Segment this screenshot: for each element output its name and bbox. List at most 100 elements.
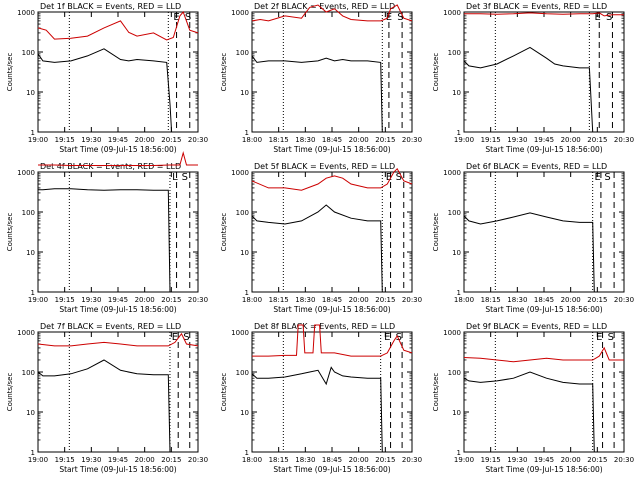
y-tick-label: 1000 [443,9,461,17]
x-tick-label: 18:15 [269,136,289,144]
x-tick-label: 20:15 [161,136,181,144]
y-tick-label: 100 [448,49,461,57]
x-tick-label: 18:45 [322,456,342,464]
y-tick-label: 10 [26,89,35,97]
x-tick-label: 20:15 [375,456,395,464]
x-tick-label: 19:30 [507,136,527,144]
series-line [463,346,624,363]
x-tick-label: 20:30 [188,136,208,144]
x-tick-label: 20:30 [188,456,208,464]
x-tick-label: 18:00 [242,136,262,144]
x-tick-label: 19:00 [454,136,474,144]
x-tick-label: 19:00 [28,296,48,304]
y-tick-label: 1000 [231,329,249,337]
x-axis-label: Start Time (09-Jul-15 18:56:00) [485,145,602,154]
x-tick-label: 19:00 [454,456,474,464]
x-tick-label: 20:15 [375,136,395,144]
x-tick-label: 19:30 [81,456,101,464]
x-tick-label: 20:00 [349,136,369,144]
y-axis-label: Counts/sec [432,213,440,252]
phase-marker-label: E [172,332,178,343]
y-tick-label: 1000 [17,9,35,17]
x-axis-label: Start Time (09-Jul-15 18:56:00) [59,305,176,314]
y-tick-label: 100 [22,209,35,217]
y-tick-label: 10 [452,249,461,257]
chart-title: Det 3f BLACK = Events, RED = LLD [466,2,607,11]
chart-title: Det 2f BLACK = Events, RED = LLD [254,2,395,11]
phase-marker-label: E [386,172,392,183]
y-axis-label: Counts/sec [220,213,228,252]
plot-frame [37,331,199,453]
phase-marker-label: S [608,332,614,343]
chart-title: Det 1f BLACK = Events, RED = LLD [40,2,181,11]
x-tick-label: 20:30 [402,456,422,464]
phase-marker-label: S [396,332,402,343]
plot-frame [251,331,413,453]
x-tick-label: 18:00 [242,456,262,464]
y-tick-label: 1 [245,129,249,137]
chart-title: Det 4f BLACK = Events, RED = LLD [40,162,181,171]
phase-marker-label: S [397,12,403,23]
x-tick-label: 18:30 [507,296,527,304]
y-axis-label: Counts/sec [220,53,228,92]
x-tick-label: 18:30 [295,296,315,304]
plot-frame [463,171,625,293]
series-line [463,46,594,133]
y-axis-label: Counts/sec [6,373,14,412]
plot-frame [463,331,625,453]
phase-marker-label: E [594,12,600,23]
x-tick-label: 19:15 [481,456,501,464]
x-tick-label: 18:45 [322,296,342,304]
phase-marker-label: S [606,12,612,23]
plot-frame [251,11,413,133]
y-tick-label: 100 [236,209,249,217]
y-tick-label: 10 [452,409,461,417]
phase-marker-label: E [596,332,602,343]
x-axis-label: Start Time (09-Jul-15 18:56:00) [273,145,390,154]
series-line [463,212,595,293]
y-tick-label: 1000 [17,169,35,177]
x-tick-label: 20:15 [375,296,395,304]
y-tick-label: 1000 [443,329,461,337]
y-tick-label: 10 [26,409,35,417]
x-axis-label: Start Time (09-Jul-15 18:56:00) [273,465,390,474]
x-tick-label: 20:00 [561,296,581,304]
series-line [37,11,199,41]
x-tick-label: 20:15 [161,456,181,464]
x-tick-label: 18:30 [295,456,315,464]
x-tick-label: 19:00 [28,136,48,144]
x-axis-label: Start Time (09-Jul-15 18:56:00) [59,145,176,154]
x-tick-label: 19:15 [55,296,75,304]
x-tick-label: 20:00 [349,296,369,304]
x-tick-label: 20:30 [402,296,422,304]
x-tick-label: 19:15 [481,136,501,144]
x-tick-label: 19:30 [81,296,101,304]
x-tick-label: 20:00 [135,296,155,304]
x-axis-label: Start Time (09-Jul-15 18:56:00) [485,305,602,314]
x-tick-label: 19:45 [108,296,128,304]
chart-title: Det 5f BLACK = Events, RED = LLD [254,162,395,171]
x-tick-label: 18:15 [269,296,289,304]
y-tick-label: 1 [31,449,35,457]
x-tick-label: 20:00 [561,136,581,144]
x-tick-label: 20:15 [587,456,607,464]
x-tick-label: 19:15 [55,136,75,144]
x-tick-label: 19:00 [28,456,48,464]
x-tick-label: 18:00 [454,296,474,304]
x-tick-label: 20:30 [402,136,422,144]
y-tick-label: 1 [245,449,249,457]
x-tick-label: 20:00 [135,456,155,464]
chart-title: Det 6f BLACK = Events, RED = LLD [466,162,607,171]
x-tick-label: 20:00 [561,456,581,464]
y-tick-label: 10 [240,249,249,257]
phase-marker-label: E [173,12,179,23]
chart-title: Det 9f BLACK = Events, RED = LLD [466,322,607,331]
y-tick-label: 1000 [443,169,461,177]
x-axis-label: Start Time (09-Jul-15 18:56:00) [59,465,176,474]
chart-title: Det 7f BLACK = Events, RED = LLD [40,322,181,331]
y-tick-label: 10 [240,89,249,97]
phase-marker-label: S [183,332,189,343]
y-tick-label: 1 [457,289,461,297]
phase-marker-label: S [604,172,610,183]
